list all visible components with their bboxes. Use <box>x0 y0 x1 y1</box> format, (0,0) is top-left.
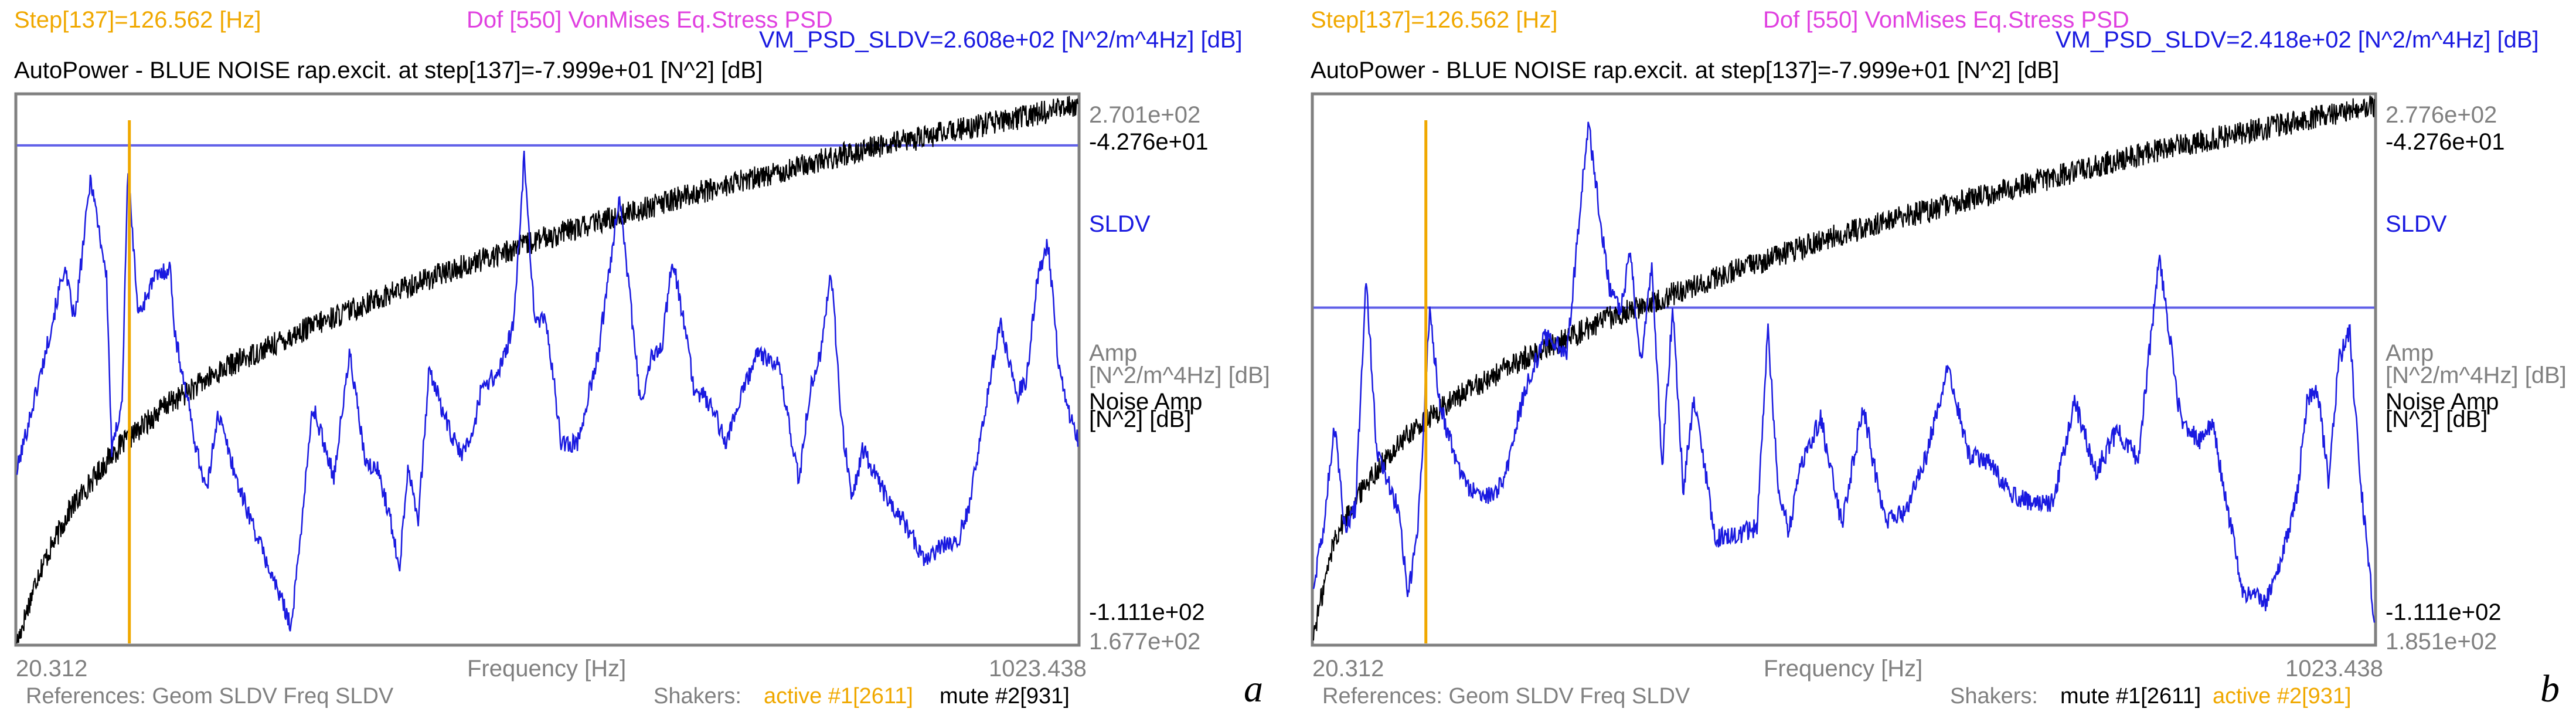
amp-axis-label: Amp <box>1089 340 1138 366</box>
shakers-label: Shakers: <box>654 684 741 709</box>
amp-min-label: 1.677e+02 <box>1089 629 1201 655</box>
panel-letter-b: b <box>2540 667 2560 710</box>
chart-panel-b: Step[137]=126.562 [Hz] Dof [550] VonMise… <box>1296 0 2576 722</box>
noise-unit-label: [N^2] [dB] <box>2386 406 2488 432</box>
shaker-2-status[interactable]: mute #2[931] <box>940 684 1070 709</box>
step-readout: Step[137]=126.562 [Hz] <box>14 7 261 33</box>
shaker-1-status[interactable]: active #1[2611] <box>764 684 913 709</box>
noise-autopower-line <box>1313 95 2375 640</box>
noise-max-label: -4.276e+01 <box>2386 129 2505 155</box>
x-max-label: 1023.438 <box>2285 656 2383 682</box>
noise-axis-label: Noise Amp <box>2386 389 2499 415</box>
step-readout: Step[137]=126.562 [Hz] <box>1311 7 1558 33</box>
noise-axis-label: Noise Amp <box>1089 389 1203 415</box>
amp-max-label: 2.776e+02 <box>2386 102 2497 128</box>
references-text: References: Geom SLDV Freq SLDV <box>1322 684 1690 709</box>
amp-max-label: 2.701e+02 <box>1089 102 1201 128</box>
amp-min-label: 1.851e+02 <box>2386 629 2497 655</box>
vm-psd-line <box>1312 121 2376 623</box>
x-axis-label: Frequency [Hz] <box>467 656 627 682</box>
shakers-label: Shakers: <box>1950 684 2038 709</box>
dof-title: Dof [550] VonMises Eq.Stress PSD <box>1763 7 2129 33</box>
x-axis-label: Frequency [Hz] <box>1764 656 1923 682</box>
x-min-label: 20.312 <box>16 656 88 682</box>
vm-psd-readout: VM_PSD_SLDV=2.608e+02 [N^2/m^4Hz] [dB] <box>759 27 1243 53</box>
autopower-readout: AutoPower - BLUE NOISE rap.excit. at ste… <box>14 57 763 83</box>
vm-psd-readout: VM_PSD_SLDV=2.418e+02 [N^2/m^4Hz] [dB] <box>2056 27 2539 53</box>
noise-min-label: -1.111e+02 <box>1089 599 1205 625</box>
plot-frame <box>14 92 1081 647</box>
x-min-label: 20.312 <box>1312 656 1384 682</box>
noise-unit-label: [N^2] [dB] <box>1089 406 1192 432</box>
noise-max-label: -4.276e+01 <box>1089 129 1209 155</box>
shaker-2-status[interactable]: active #2[931] <box>2213 684 2352 709</box>
noise-autopower-line <box>16 96 1078 644</box>
autopower-readout: AutoPower - BLUE NOISE rap.excit. at ste… <box>1311 57 2060 83</box>
x-max-label: 1023.438 <box>989 656 1087 682</box>
plot-frame <box>1311 92 2377 647</box>
amp-axis-label: Amp <box>2386 340 2434 366</box>
chart-panel-a: Step[137]=126.562 [Hz] Dof [550] VonMise… <box>14 7 1270 710</box>
shaker-1-status[interactable]: mute #1[2611] <box>2060 684 2201 709</box>
plot-svg-a <box>14 92 1081 647</box>
amp-unit-label: [N^2/m^4Hz] [dB] <box>2386 362 2567 388</box>
sldv-label: SLDV <box>1089 211 1151 237</box>
panel-letter-a: a <box>1244 667 1263 710</box>
plot-svg-b <box>1311 92 2377 647</box>
sldv-label: SLDV <box>2386 211 2447 237</box>
vm-psd-line <box>16 151 1079 632</box>
noise-min-label: -1.111e+02 <box>2386 599 2502 625</box>
references-text: References: Geom SLDV Freq SLDV <box>26 684 394 709</box>
plot-area-b[interactable] <box>1312 95 2376 643</box>
plot-area-a[interactable] <box>16 96 1079 644</box>
amp-unit-label: [N^2/m^4Hz] [dB] <box>1089 362 1270 388</box>
dof-title: Dof [550] VonMises Eq.Stress PSD <box>467 7 833 33</box>
